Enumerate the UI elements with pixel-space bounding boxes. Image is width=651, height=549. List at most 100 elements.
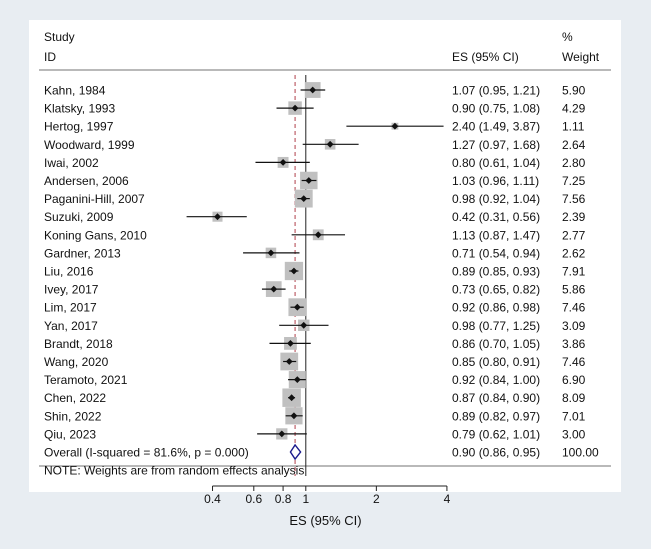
study-ci-text: 0.71 (0.54, 0.94) (452, 246, 540, 260)
x-tick-labels: 0.4 0.6 0.8 1 2 4 (0, 492, 651, 507)
header-study: Study (44, 30, 75, 44)
study-weight: 2.62 (562, 246, 586, 260)
overall-diamond (289, 443, 302, 461)
study-weight: 4.29 (562, 102, 586, 116)
study-label: Qiu, 2023 (44, 427, 96, 441)
study-point (267, 249, 275, 257)
forest-plot: Study ID ES (95% CI) % Weight Kahn, 1984… (39, 30, 611, 491)
study-ci-text: 0.79 (0.62, 1.01) (452, 427, 540, 441)
study-label: Teramoto, 2021 (44, 373, 128, 387)
study-weight: 7.46 (562, 355, 586, 369)
study-ci-text: 0.89 (0.82, 0.97) (452, 409, 540, 423)
study-weight: 8.09 (562, 391, 586, 405)
study-ci-text: 1.27 (0.97, 1.68) (452, 138, 540, 152)
study-weight: 7.25 (562, 174, 586, 188)
header-weight: Weight (562, 50, 600, 64)
study-weight: 3.00 (562, 427, 586, 441)
study-ci-text: 1.07 (0.95, 1.21) (452, 84, 540, 98)
header-percent: % (562, 30, 573, 44)
study-label: Kahn, 1984 (44, 84, 106, 98)
study-point (391, 122, 399, 130)
header-id: ID (44, 50, 56, 64)
study-label: Wang, 2020 (44, 355, 109, 369)
study-ci-text: 0.92 (0.86, 0.98) (452, 301, 540, 315)
study-point (300, 195, 308, 202)
study-ci-text: 1.13 (0.87, 1.47) (452, 228, 540, 242)
study-point (285, 358, 293, 365)
x-tick-label: 0.4 (204, 492, 221, 506)
study-label: Andersen, 2006 (44, 174, 129, 188)
study-ci-text: 0.98 (0.92, 1.04) (452, 192, 540, 206)
study-label: Woodward, 1999 (44, 138, 135, 152)
study-weight: 6.90 (562, 373, 586, 387)
study-label: Shin, 2022 (44, 409, 102, 423)
study-label: Suzuki, 2009 (44, 210, 114, 224)
study-ci-text: 0.87 (0.84, 0.90) (452, 391, 540, 405)
study-label: Hertog, 1997 (44, 120, 114, 134)
study-label: Koning Gans, 2010 (44, 228, 147, 242)
study-point (291, 104, 299, 112)
study-weight: 3.09 (562, 319, 586, 333)
study-ci-text: 0.80 (0.61, 1.04) (452, 156, 540, 170)
study-point (326, 140, 334, 148)
study-ci-text: 0.73 (0.65, 0.82) (452, 283, 540, 297)
study-label: Iwai, 2002 (44, 156, 99, 170)
study-ci-text: 0.89 (0.85, 0.93) (452, 265, 540, 279)
study-weight: 2.39 (562, 210, 586, 224)
study-point (305, 177, 313, 184)
study-point (287, 340, 294, 347)
study-weight: 7.01 (562, 409, 586, 423)
study-label: Yan, 2017 (44, 319, 98, 333)
study-weight: 5.90 (562, 84, 586, 98)
study-point (288, 394, 296, 402)
study-weight: 7.56 (562, 192, 586, 206)
study-rows: Kahn, 1984 1.07 (0.95, 1.21) 5.90 Klatsky, … (44, 75, 599, 478)
study-ci-text: 0.85 (0.80, 0.91) (452, 355, 540, 369)
overall-ci-text: 0.90 (0.86, 0.95) (452, 446, 540, 460)
study-weight: 2.77 (562, 228, 586, 242)
x-tick-label: 4 (443, 492, 451, 506)
study-ci-text: 0.86 (0.70, 1.05) (452, 337, 540, 351)
x-tick-label: 2 (373, 492, 380, 506)
study-weight: 2.80 (562, 156, 586, 170)
study-point (293, 376, 301, 383)
forest-plot-panel: Study ID ES (95% CI) % Weight Kahn, 1984… (29, 20, 621, 492)
study-weight: 3.86 (562, 337, 586, 351)
study-label: Ivey, 2017 (44, 283, 99, 297)
study-ci-text: 0.90 (0.75, 1.08) (452, 102, 540, 116)
study-label: Gardner, 2013 (44, 246, 121, 260)
study-point (293, 303, 301, 311)
study-point (214, 213, 221, 221)
study-label: Paganini-Hill, 2007 (44, 192, 145, 206)
study-ci-text: 0.42 (0.31, 0.56) (452, 210, 540, 224)
study-ci-text: 0.92 (0.84, 1.00) (452, 373, 540, 387)
study-label: Brandt, 2018 (44, 337, 113, 351)
study-point (278, 430, 286, 438)
x-axis-title: ES (95% CI) (289, 513, 362, 528)
study-label: Lim, 2017 (44, 301, 97, 315)
study-point (270, 285, 278, 293)
study-ci-text: 1.03 (0.96, 1.11) (452, 174, 539, 188)
study-ci-text: 2.40 (1.49, 3.87) (452, 120, 540, 134)
study-point (290, 412, 298, 420)
study-label: Chen, 2022 (44, 391, 106, 405)
x-tick-label: 1 (302, 492, 310, 506)
header-es: ES (95% CI) (452, 50, 519, 64)
study-weight: 5.86 (562, 283, 586, 297)
overall-label: Overall (I-squared = 81.6%, p = 0.000) (44, 446, 249, 460)
study-point (300, 321, 308, 329)
study-weight: 1.11 (562, 120, 585, 134)
study-ci-text: 0.98 (0.77, 1.25) (452, 319, 540, 333)
study-label: Klatsky, 1993 (44, 102, 115, 116)
study-point (314, 231, 322, 239)
x-tick-label: 0.8 (274, 492, 292, 506)
x-tick-label: 0.6 (245, 492, 263, 506)
study-weight: 7.91 (562, 265, 586, 279)
study-weight: 7.46 (562, 301, 586, 315)
x-axis (212, 485, 448, 491)
study-point (309, 86, 317, 94)
study-weight: 2.64 (562, 138, 586, 152)
study-point (290, 267, 298, 275)
study-label: Liu, 2016 (44, 265, 94, 279)
weights-note: NOTE: Weights are from random effects an… (44, 464, 304, 478)
